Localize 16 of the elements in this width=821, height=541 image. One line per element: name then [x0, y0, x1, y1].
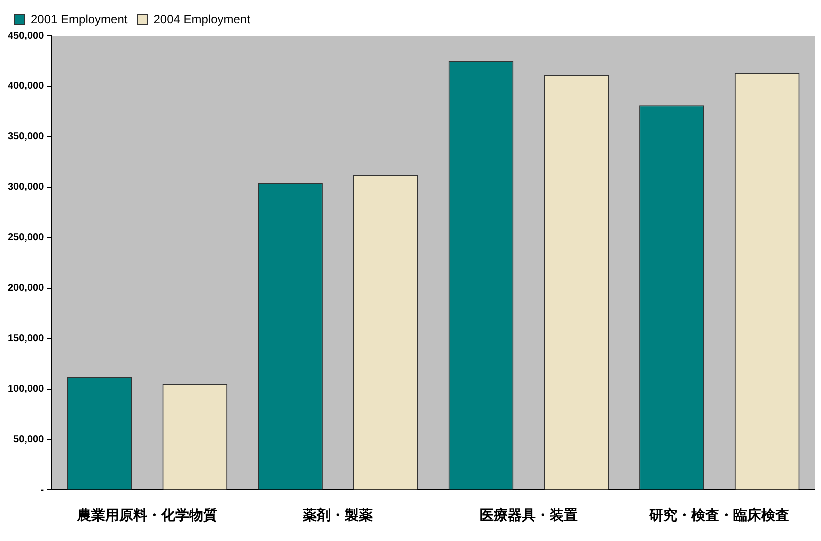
legend-label: 2001 Employment: [31, 12, 128, 26]
y-tick-label: 100,000: [8, 384, 45, 396]
y-tick-label: 50,000: [14, 434, 45, 446]
y-tick-label: 250,000: [8, 232, 45, 244]
x-tick-label: 薬剤・製薬: [302, 507, 374, 524]
y-tick-label: 150,000: [8, 334, 45, 345]
x-tick-label: 農業用原料・化学物質: [76, 507, 218, 524]
y-tick-label: 450,000: [8, 30, 45, 42]
legend-label: 2004 Employment: [154, 12, 252, 26]
x-tick-label: 研究・検査・臨床検査: [648, 507, 790, 524]
y-tick-label: 200,000: [8, 283, 45, 294]
x-tick-label: 医療器具・装置: [480, 507, 578, 524]
y-tick-label: 350,000: [8, 132, 45, 143]
y-tick-label: 300,000: [8, 182, 45, 194]
y-tick-label: -: [40, 484, 44, 496]
y-tick-label: 400,000: [8, 81, 45, 92]
